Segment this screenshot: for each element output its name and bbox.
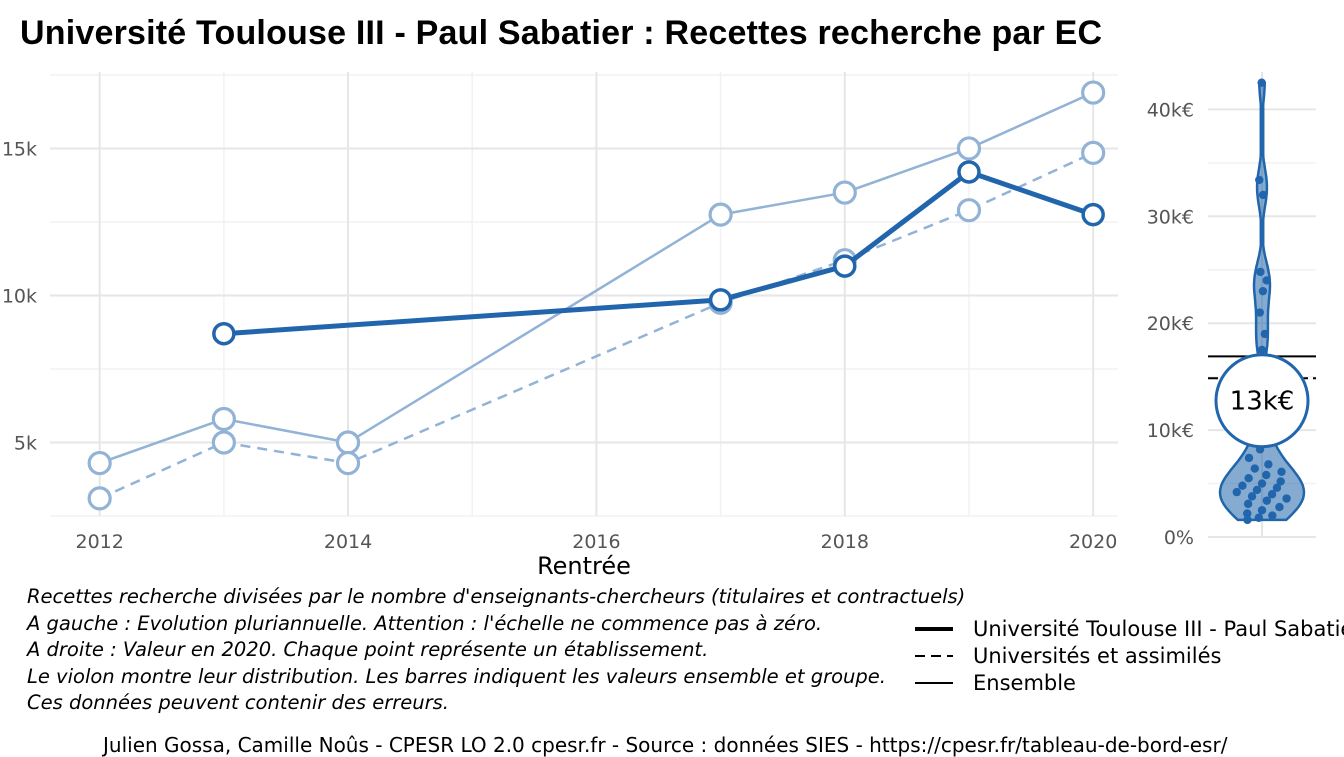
caption-line: Le violon montre leur distribution. Les … (27, 664, 886, 688)
violin-point (1238, 481, 1247, 490)
violin-point (1243, 515, 1252, 525)
violin-point (1268, 511, 1277, 520)
violin-point (1244, 453, 1254, 463)
chart-credit: Julien Gossa, Camille Noûs - CPESR LO 2.… (103, 733, 1228, 757)
value-bubble (1214, 353, 1310, 449)
violin-point (1244, 474, 1253, 483)
y-tick-label: 30k€ (1147, 206, 1194, 228)
violin-point (1250, 464, 1260, 473)
data-point (957, 160, 981, 184)
legend-label: Université Toulouse III - Paul Sabatier (973, 616, 1344, 641)
line-chart-grid (50, 72, 1118, 517)
data-point (335, 430, 361, 455)
violin-point (1257, 479, 1267, 488)
legend-item: Ensemble (915, 669, 1344, 696)
violin-point (1267, 490, 1277, 499)
violin-point (1275, 502, 1284, 512)
y-tick-label: 10k (2, 285, 37, 307)
data-point (212, 321, 236, 346)
data-point (708, 288, 733, 312)
violin-point (1252, 485, 1262, 495)
line-series-group (87, 80, 1106, 511)
legend-label: Ensemble (973, 670, 1076, 695)
violin-point (1247, 492, 1257, 501)
data-point (87, 486, 112, 511)
y-tick-label: 15k (2, 138, 37, 160)
violin-point (1277, 467, 1286, 476)
x-tick-label: 2018 (821, 531, 869, 553)
chart-legend: Université Toulouse III - Paul Sabatier … (915, 615, 1344, 696)
data-point (1081, 140, 1106, 165)
violin-point (1272, 483, 1282, 493)
legend-label: Universités et assimilés (973, 643, 1222, 668)
violin-point (1257, 345, 1267, 355)
violin-point (1257, 506, 1267, 515)
legend-item: Université Toulouse III - Paul Sabatier (915, 615, 1344, 642)
caption-line: Recettes recherche divisées par le nombr… (27, 585, 966, 608)
data-point (708, 202, 733, 227)
violin-point (1258, 190, 1268, 200)
violin-point (1276, 477, 1285, 486)
chart-caption: Recettes recherche divisées par le nombr… (27, 584, 965, 717)
value-label: 13k€ (1230, 387, 1295, 417)
violin-point (1254, 513, 1264, 522)
violin-point (1260, 329, 1270, 339)
x-tick-label: 2014 (324, 531, 372, 553)
y-tick-label: 0% (1164, 527, 1194, 549)
data-point (956, 198, 982, 223)
violin-point (1243, 509, 1252, 518)
data-point (211, 406, 236, 432)
x-tick-label: 2016 (572, 531, 620, 553)
violin-point (1282, 494, 1291, 503)
data-point (1081, 202, 1105, 227)
violin-point (1243, 499, 1253, 509)
violin-point (1256, 267, 1265, 277)
y-tick-label: 10k€ (1147, 420, 1194, 442)
data-point (335, 450, 361, 476)
violin-point (1258, 286, 1268, 296)
violin-point (1255, 308, 1265, 317)
chart-title: Université Toulouse III - Paul Sabatier … (20, 14, 1103, 52)
violin-point (1264, 460, 1273, 469)
violin-point (1255, 175, 1264, 185)
y-tick-label: 20k€ (1147, 313, 1194, 335)
caption-line: A gauche : Evolution pluriannuelle. Atte… (27, 611, 823, 635)
violin-point (1262, 496, 1272, 505)
y-tick-label: 40k€ (1147, 99, 1194, 121)
axis-labels: 2012 2014 2016 2018 2020 5k 10k 15k Rentrée 0% 10k… (2, 99, 1194, 580)
data-point (1081, 80, 1106, 105)
violin-plot: 13k€ (1208, 78, 1316, 525)
data-point (956, 136, 982, 161)
violin-point (1232, 487, 1241, 497)
data-point (87, 450, 112, 476)
x-tick-label: 2012 (75, 531, 123, 553)
data-point (833, 254, 857, 278)
legend-item: Universités et assimilés (915, 642, 1344, 669)
data-point (832, 180, 857, 205)
x-axis-label: Rentrée (537, 552, 631, 580)
violin-point (1261, 470, 1271, 480)
y-tick-label: 5k (14, 432, 37, 454)
caption-line: Ces données peuvent contenir des erreurs… (27, 691, 449, 714)
violin-point (1257, 78, 1266, 87)
violin-point (1262, 276, 1271, 285)
violin-shape (1218, 81, 1306, 522)
data-point (211, 430, 236, 455)
x-tick-label: 2020 (1069, 531, 1117, 553)
caption-line: A droite : Valeur en 2020. Chaque point … (27, 638, 709, 661)
